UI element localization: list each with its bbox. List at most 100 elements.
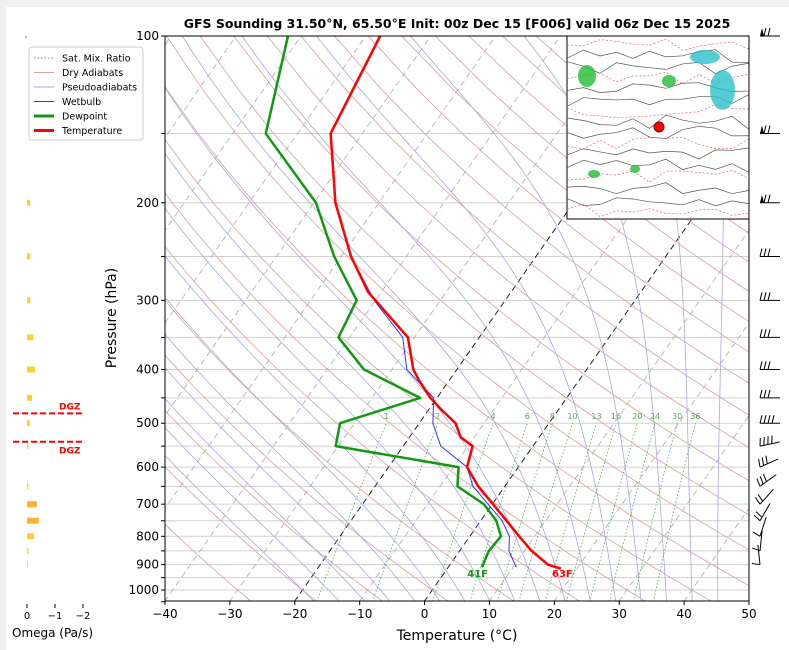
mixing-ratio-label: 30 [672,412,682,421]
barb-feather [759,292,763,301]
barb-feather [763,194,767,203]
legend-box [28,46,144,141]
pseudoadiabat-line [165,454,315,601]
wind-barb [751,544,761,566]
omega-bar [27,443,29,450]
dry-adiabat-line [334,36,749,384]
isotherm-line [165,36,432,417]
precip-area [588,170,600,178]
map-inset [566,35,750,220]
precip-area [710,70,735,110]
barb-feather [754,497,761,505]
barb-feather [761,457,765,466]
legend-entry: Sat. Mix. Ratio [62,54,131,65]
mixing-ratio-line [372,423,439,601]
isotherm-line [229,36,626,601]
wind-barb [759,292,780,301]
dry-adiabat-line [165,139,712,601]
x-tick-label: 40 [676,607,691,621]
y-tick-label: 600 [136,460,159,474]
omega-bar [27,334,34,341]
legend-entry: Dry Adiabats [62,68,123,79]
map-contour [566,170,749,183]
y-tick-label: 200 [136,196,159,210]
y-axis-label: Pressure (hPa) [104,268,120,368]
omega-bar [27,533,34,540]
isotherm-line [423,136,749,601]
dry-adiabat-line [233,36,749,482]
barb-feather [763,361,767,370]
mixing-ratio-line [496,423,553,601]
x-tick-label: −20 [282,607,307,621]
pseudoadiabat-line [165,296,441,601]
barb-feather [763,415,767,424]
wind-barb [760,194,780,204]
map-contour [566,49,749,63]
barb-feather [763,248,767,257]
x-tick-label: 20 [547,607,562,621]
dry-adiabat-line [165,523,252,601]
omega-tick-label: −1 [48,611,63,622]
barb-feather [767,329,771,338]
legend-entry: Wetbulb [62,97,101,108]
barb-feather [759,361,763,370]
wind-barb [759,415,780,424]
barb-flag [760,125,764,134]
series-layer [264,36,562,570]
y-tick-label: 700 [136,497,159,511]
omega-tick-label: −2 [76,611,91,622]
barb-feather [759,389,763,399]
chart-title: GFS Sounding 31.50°N, 65.50°E Init: 00z … [184,16,731,31]
mixing-ratio-line [316,423,387,601]
barb-feather [757,494,764,502]
barb-feather [767,27,771,37]
y-tick-label: 500 [136,416,159,430]
omega-bar [27,420,30,427]
mixing-ratio-label: 24 [650,412,660,421]
dry-adiabat-line [165,85,749,587]
map-contour [566,136,749,150]
surface-temp-label: 63F [552,569,573,580]
mixing-ratio-label: 8 [550,412,555,421]
wind-barb [753,503,771,522]
mixing-ratio-label: 10 [567,412,577,421]
precip-area [690,50,720,64]
barb-feather [763,125,767,134]
map-contour [566,182,749,195]
map-contour [566,147,749,160]
mixing-ratio-label: 20 [632,412,642,421]
omega-bar [27,297,31,304]
wind-barb [756,473,777,487]
wind-barb [759,435,780,447]
barb-feather [767,436,769,445]
isotherm-line [618,414,749,601]
isotherm-line [165,36,367,324]
y-tick-label: 300 [136,293,159,307]
wind-barb [758,455,779,468]
omega-bar [27,483,29,490]
pseudoadiabat-line [165,398,366,601]
dry-adiabat-line [300,36,749,416]
dry-adiabat-line [367,36,749,353]
barb-feather [751,563,761,566]
pseudoadiabat-line [165,152,516,601]
barb-feather [767,292,771,301]
legend-entry: Pseudoadiabats [62,83,137,94]
precip-area [578,65,596,87]
dry-adiabat-line [165,300,515,601]
barb-feather [762,473,767,482]
x-tick-label: 50 [741,607,756,621]
omega-bar [27,253,31,260]
map-contour [566,38,749,51]
y-tick-label: 400 [136,363,159,377]
dewpoint-line [264,36,503,568]
dry-adiabat-line [165,354,449,601]
barb-feather [763,437,765,446]
axes: −40 −30 −20 −10 0 10 20 30 40 50 100 200 300 400 500 60… [128,29,756,621]
isotherm-line [165,36,302,231]
x-tick-label: −10 [347,607,372,621]
omega-bar [27,517,39,524]
barb-feather [767,248,771,257]
y-tick-label: 900 [136,558,159,572]
mixing-ratio-label: 36 [690,412,700,421]
